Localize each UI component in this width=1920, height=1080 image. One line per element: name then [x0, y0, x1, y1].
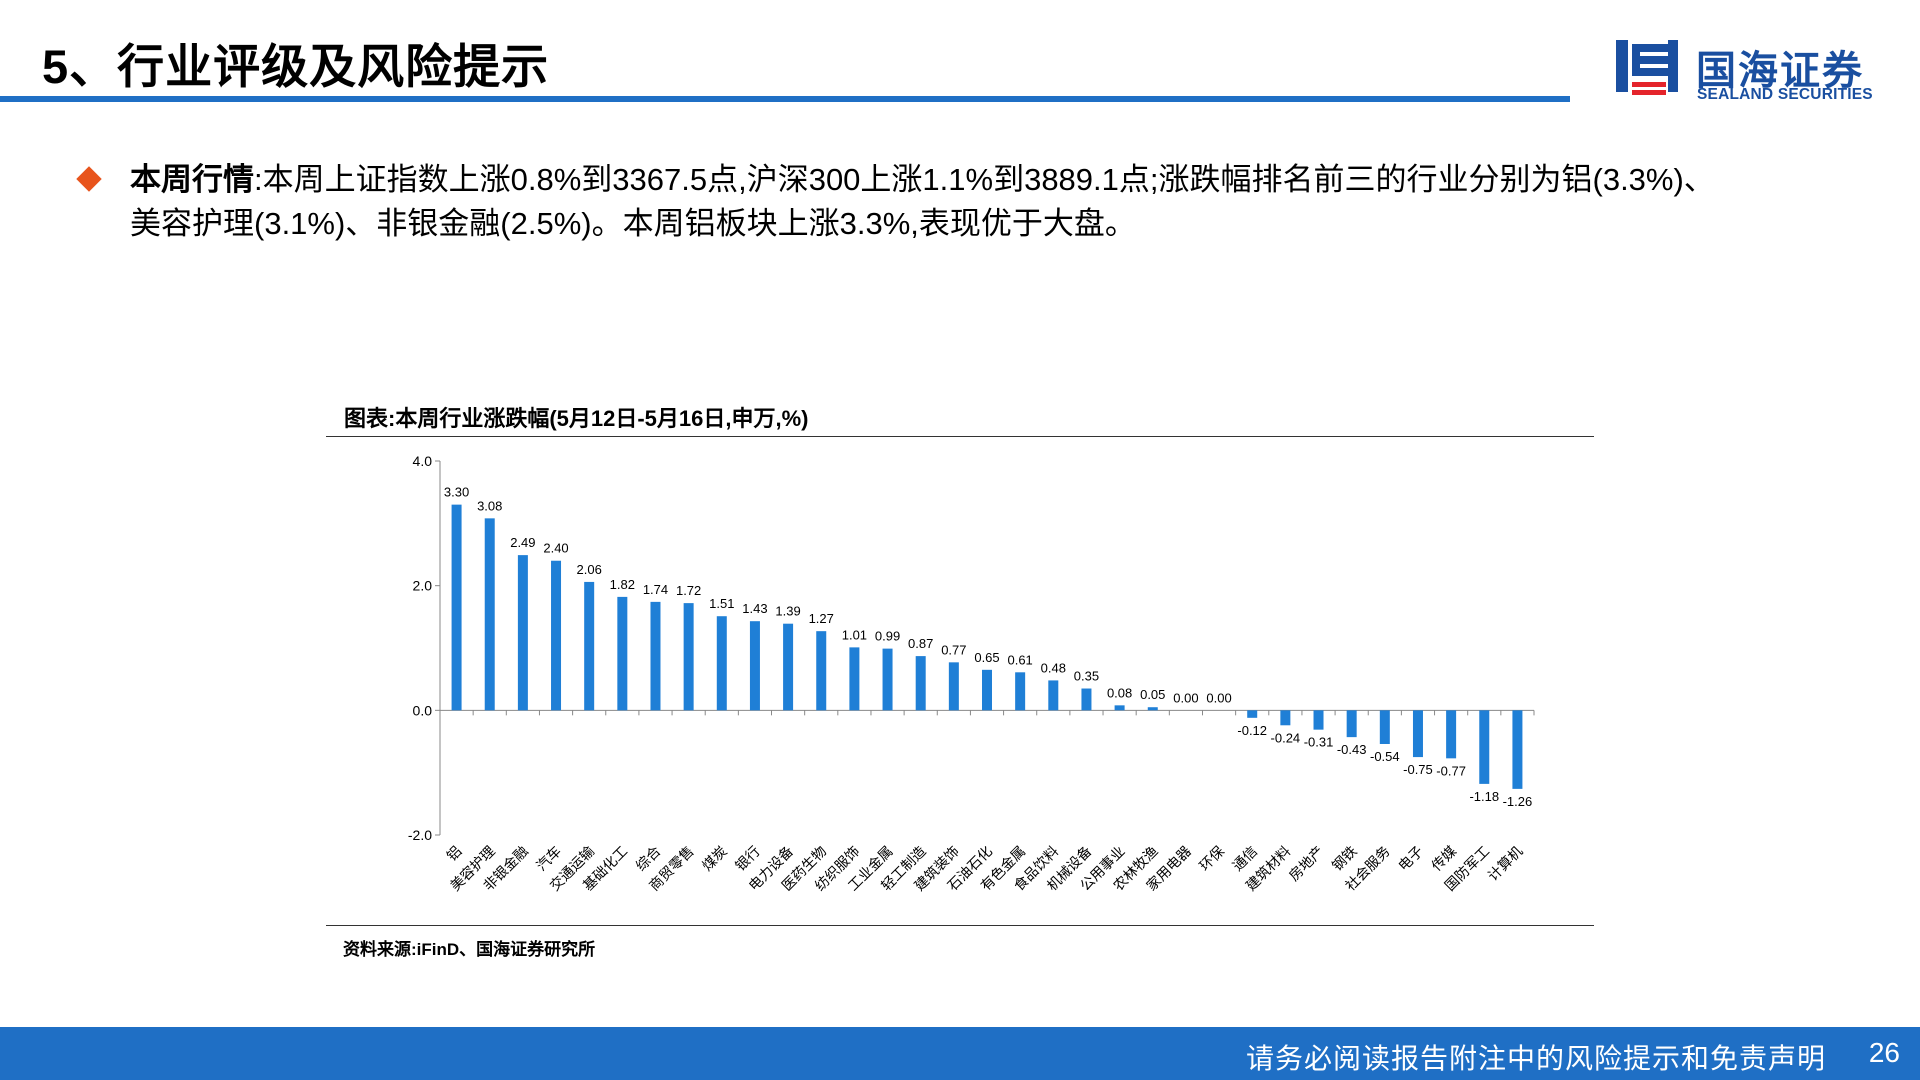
- chart-source: 资料来源:iFinD、国海证券研究所: [343, 940, 596, 959]
- bar-value-label: 1.01: [842, 627, 867, 642]
- page-number: 26: [1868, 1037, 1900, 1068]
- bar: [1379, 710, 1390, 744]
- bar: [749, 621, 760, 711]
- x-category-label: 煤炭: [700, 844, 731, 875]
- bar: [1412, 710, 1423, 758]
- summary-text: :本周上证指数上涨0.8%到3367.5点,沪深300上涨1.1%到3889.1…: [130, 162, 1715, 241]
- x-category-label: 铝: [444, 844, 465, 865]
- bar-value-label: 0.08: [1107, 685, 1132, 700]
- bar-value-label: -0.77: [1436, 763, 1466, 778]
- bar-value-label: 0.00: [1173, 690, 1198, 705]
- bar: [915, 656, 926, 711]
- logo-english-name: SEALAND SECURITIES: [1697, 86, 1873, 103]
- bar: [1346, 710, 1357, 738]
- bar-value-label: 2.40: [543, 541, 568, 556]
- summary-label: 本周行情: [130, 162, 254, 197]
- page-title: 5、行业评级及风险提示: [42, 40, 550, 93]
- logo-chinese-name: 国海证券: [1696, 49, 1864, 93]
- caption-rule: [326, 436, 1594, 437]
- bar: [1081, 688, 1092, 711]
- bar-value-label: -0.54: [1370, 749, 1400, 764]
- bar-value-label: 1.74: [643, 582, 668, 597]
- bar-value-label: 0.48: [1041, 660, 1066, 675]
- x-category-label: 计算机: [1485, 844, 1526, 885]
- footer-bar: 请务必阅读报告附注中的风险提示和免责声明 26: [0, 1027, 1920, 1080]
- bar-value-label: 0.87: [908, 636, 933, 651]
- bar-value-label: 0.77: [941, 642, 966, 657]
- bar: [1479, 710, 1490, 784]
- y-tick-label: 4.0: [413, 453, 433, 469]
- bar: [451, 504, 462, 711]
- bar: [716, 616, 727, 711]
- bar-value-label: 3.30: [444, 485, 469, 500]
- bar-value-label: -0.12: [1237, 723, 1267, 738]
- bar: [484, 518, 495, 711]
- bar: [617, 596, 628, 711]
- bar-value-label: -1.18: [1469, 789, 1499, 804]
- bar-value-label: 0.99: [875, 629, 900, 644]
- title-rule: [0, 96, 1570, 102]
- bar-value-label: 2.49: [510, 535, 535, 550]
- bar-value-label: 0.61: [1007, 652, 1032, 667]
- bar-value-label: -0.43: [1337, 742, 1367, 757]
- bar-value-label: -0.31: [1304, 735, 1334, 750]
- bar-value-label: 1.39: [775, 604, 800, 619]
- bar: [816, 631, 827, 711]
- bar: [1313, 710, 1324, 730]
- bar: [783, 623, 794, 711]
- bar: [1446, 710, 1457, 759]
- bar: [551, 560, 562, 711]
- bar: [683, 603, 694, 711]
- bar-value-label: -0.24: [1271, 730, 1301, 745]
- bar-value-label: 2.06: [577, 562, 602, 577]
- y-tick-label: 0.0: [413, 702, 433, 718]
- bar-value-label: 3.08: [477, 498, 502, 513]
- bar: [1114, 705, 1125, 711]
- x-category-label: 环保: [1197, 844, 1228, 875]
- bar: [1015, 672, 1026, 711]
- bar-value-label: 1.51: [709, 596, 734, 611]
- bar-value-label: 1.27: [809, 611, 834, 626]
- bar-value-label: 1.43: [742, 601, 767, 616]
- bar-value-label: 0.35: [1074, 669, 1099, 684]
- bar-value-label: -1.26: [1503, 794, 1533, 809]
- bar: [584, 581, 595, 711]
- bar: [1280, 710, 1291, 726]
- bar: [882, 648, 893, 711]
- chart-caption: 图表:本周行业涨跌幅(5月12日-5月16日,申万,%): [344, 406, 809, 431]
- bar: [1048, 680, 1059, 711]
- bar-value-label: 1.72: [676, 583, 701, 598]
- bar: [982, 669, 992, 711]
- bar: [1247, 710, 1258, 718]
- bar: [1147, 707, 1158, 711]
- bar: [517, 555, 528, 711]
- sealand-logo-icon: [1616, 40, 1678, 95]
- y-tick-label: -2.0: [408, 827, 432, 843]
- bar: [650, 601, 661, 711]
- bar: [849, 647, 860, 711]
- bar-value-label: 0.05: [1140, 687, 1165, 702]
- x-category-label: 电子: [1396, 844, 1427, 875]
- footer-disclaimer: 请务必阅读报告附注中的风险提示和免责声明: [1245, 1043, 1826, 1074]
- bar-value-label: 0.65: [974, 650, 999, 665]
- company-logo: 国海证券 SEALAND SECURITIES: [1612, 36, 1892, 106]
- bar: [948, 662, 959, 711]
- market-summary: 本周行情:本周上证指数上涨0.8%到3367.5点,沪深300上涨1.1%到38…: [76, 158, 1740, 246]
- bar-value-label: 0.00: [1206, 690, 1231, 705]
- y-tick-label: 2.0: [413, 578, 433, 594]
- bar-value-label: -0.75: [1403, 762, 1433, 777]
- bar: [1512, 710, 1523, 789]
- source-rule: [326, 925, 1594, 926]
- x-category-label: 房地产: [1286, 844, 1327, 885]
- bar-value-label: 1.82: [610, 577, 635, 592]
